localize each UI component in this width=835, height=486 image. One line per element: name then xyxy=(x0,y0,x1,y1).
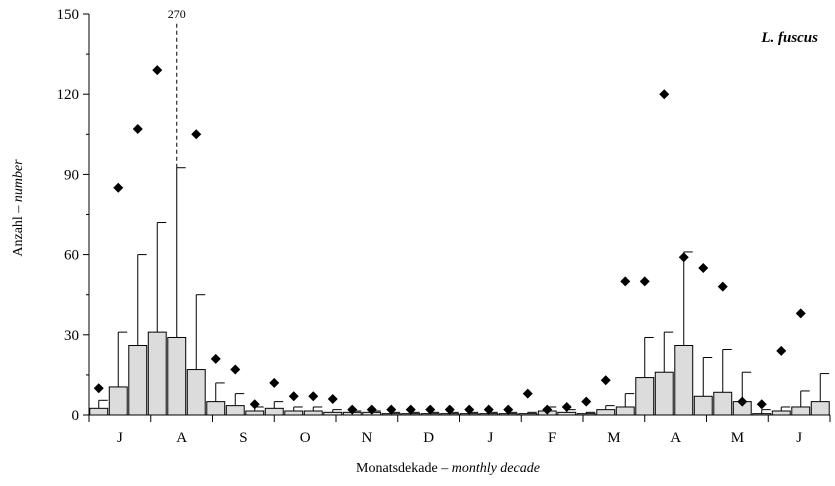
max-diamond xyxy=(600,375,611,386)
bar xyxy=(557,411,577,416)
max-diamond xyxy=(327,393,338,404)
bar xyxy=(596,409,616,416)
max-diamond xyxy=(405,404,416,415)
month-label: J xyxy=(796,430,802,446)
max-diamond xyxy=(776,345,787,356)
bar xyxy=(771,410,791,416)
max-diamond xyxy=(444,404,455,415)
bar xyxy=(147,331,167,416)
max-diamond xyxy=(308,391,319,402)
max-diamond xyxy=(795,308,806,319)
month-label: M xyxy=(607,430,620,446)
y-tick-label: 150 xyxy=(57,7,80,23)
month-label: F xyxy=(548,430,556,446)
y-axis-title-de: Anzahl – xyxy=(11,202,26,256)
bar xyxy=(791,406,811,416)
month-label: O xyxy=(300,430,311,446)
species-label: L. fuscus xyxy=(760,30,818,46)
bar xyxy=(713,391,733,416)
max-diamond xyxy=(347,404,358,415)
plot-area: 0 30 60 90 120 150 J A S O N D J F M A M J xyxy=(57,7,831,446)
bar xyxy=(89,407,109,416)
max-diamond xyxy=(483,404,494,415)
x-axis-title-de: Monatsdekade – xyxy=(356,461,452,476)
max-diamond xyxy=(152,65,163,76)
max-diamond xyxy=(756,399,767,410)
max-diamond xyxy=(737,396,748,407)
max-diamond xyxy=(503,404,514,415)
max-diamond xyxy=(366,404,377,415)
month-label: D xyxy=(423,430,434,446)
bar xyxy=(654,371,674,416)
max-diamond xyxy=(581,396,592,407)
y-tick-label: 0 xyxy=(72,408,80,424)
bar xyxy=(108,386,128,416)
y-tick-label: 120 xyxy=(57,87,80,103)
bar xyxy=(615,406,635,416)
max-diamond xyxy=(639,276,650,287)
bar xyxy=(752,413,772,416)
max-diamond xyxy=(269,377,280,388)
max-diamond xyxy=(561,401,572,412)
month-label: A xyxy=(670,430,681,446)
offscale-annotation: 270 xyxy=(168,7,186,21)
max-diamond xyxy=(93,383,104,394)
max-diamond xyxy=(678,252,689,263)
bar xyxy=(576,413,596,416)
max-diamond xyxy=(464,404,475,415)
bar xyxy=(128,344,148,416)
y-axis-title-en: number xyxy=(11,159,26,202)
max-diamond xyxy=(659,89,670,100)
bar xyxy=(635,377,655,416)
bar xyxy=(186,369,206,416)
bar xyxy=(167,336,187,416)
month-label: J xyxy=(487,430,493,446)
max-diamond xyxy=(132,123,143,134)
month-label: J xyxy=(117,430,123,446)
max-diamond xyxy=(620,276,631,287)
x-axis-title-en: monthly decade xyxy=(452,461,540,476)
month-label: A xyxy=(176,430,187,446)
bar xyxy=(518,413,538,416)
month-label: M xyxy=(731,430,744,446)
x-axis-title: Monatsdekade – monthly decade xyxy=(356,461,540,476)
max-diamond xyxy=(210,353,221,364)
y-tick-label: 30 xyxy=(64,328,79,344)
max-diamond xyxy=(717,281,728,292)
max-diamond xyxy=(191,129,202,140)
bar xyxy=(225,405,245,416)
bar xyxy=(264,407,284,416)
y-tick-label: 90 xyxy=(64,167,79,183)
bar xyxy=(323,411,343,416)
bar xyxy=(693,395,713,416)
max-diamond xyxy=(542,404,553,415)
max-diamond xyxy=(698,262,709,273)
max-diamond xyxy=(230,364,241,375)
max-diamond xyxy=(522,388,533,399)
bar xyxy=(284,410,304,416)
max-diamond xyxy=(249,399,260,410)
month-label: S xyxy=(239,430,247,446)
bar xyxy=(245,410,265,416)
bar xyxy=(303,410,323,416)
max-diamond xyxy=(425,404,436,415)
month-label: N xyxy=(361,430,372,446)
y-axis-title: Anzahl – number xyxy=(11,159,26,257)
max-diamond xyxy=(386,404,397,415)
y-tick-label: 60 xyxy=(64,248,79,264)
max-diamond xyxy=(288,391,299,402)
bar xyxy=(206,401,226,416)
max-diamond xyxy=(113,182,124,193)
bar xyxy=(810,401,830,416)
bar xyxy=(674,344,694,416)
